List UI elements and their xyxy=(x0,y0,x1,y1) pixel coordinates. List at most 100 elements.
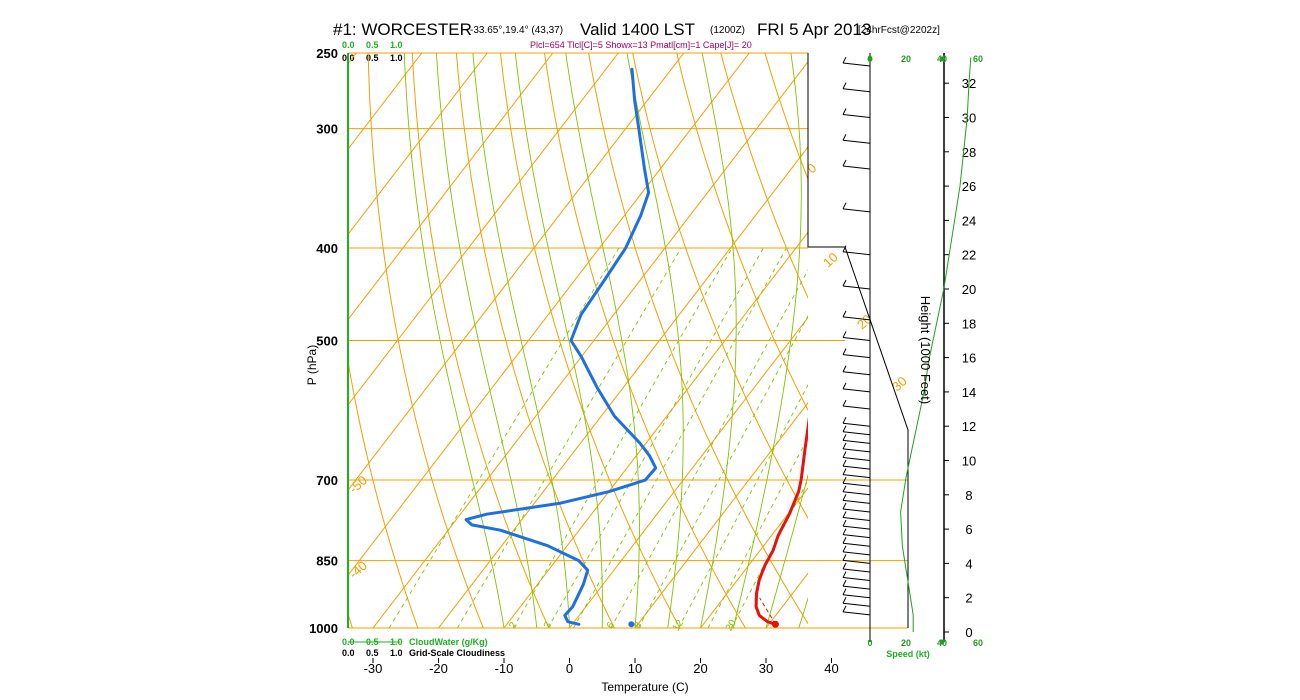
wind-barb-flag xyxy=(842,459,847,467)
wind-barb-flag xyxy=(842,159,847,167)
wind-barb-staff xyxy=(842,491,871,496)
wind-barb-flag xyxy=(842,468,847,475)
chart-title: #1: WORCESTER -33.65°,19.4° (43,37) Vali… xyxy=(333,20,940,39)
wind-barb xyxy=(842,365,871,376)
mixing-ratio-line xyxy=(388,247,620,628)
wind-barb-flag xyxy=(842,348,847,355)
wind-barb-staff xyxy=(842,316,871,321)
dry-adiabat-line xyxy=(1152,36,1300,648)
wind-barb xyxy=(842,502,871,513)
wind-barb-staff xyxy=(842,499,871,504)
wind-barb-flag xyxy=(842,382,847,390)
wind-barb-staff xyxy=(842,602,871,607)
wind-barb-flag xyxy=(842,554,847,561)
wind-barb xyxy=(842,451,871,461)
wind-barb-flag xyxy=(842,605,847,613)
cloud-top-black-1: 0.5 xyxy=(366,53,379,63)
wind-barb-staff xyxy=(842,336,871,341)
wind-barb-flag xyxy=(842,571,847,578)
height-tick-label: 0 xyxy=(965,625,972,640)
wind-barb-flag xyxy=(842,434,847,441)
wind-barb xyxy=(842,382,871,393)
speed-axis-marker-bottom xyxy=(939,639,945,645)
dry-adiabat-line xyxy=(934,36,1300,648)
isotherm-line xyxy=(634,402,808,628)
moist-adiabat-line xyxy=(626,53,684,628)
wind-barb xyxy=(842,159,871,170)
isotherm-line xyxy=(348,53,554,321)
height-tick-label: 18 xyxy=(962,316,976,331)
dry-adiabat-line xyxy=(676,53,808,412)
wind-barb xyxy=(842,528,871,539)
wind-barb-flag xyxy=(842,588,847,595)
wind-barb xyxy=(842,331,871,341)
wind-barb-staff xyxy=(842,594,871,599)
speed-axis-marker-top xyxy=(939,56,945,62)
dry-adiabat-line xyxy=(411,53,550,628)
moist-adiabat-line xyxy=(435,53,538,628)
speed-tick-label-bottom: 20 xyxy=(901,638,911,648)
wind-barb-flag xyxy=(842,502,847,510)
cloud-bottom-black-1: 0.5 xyxy=(366,648,379,658)
dry-adiabat-line xyxy=(543,53,746,628)
dry-adiabat-line xyxy=(891,36,1289,648)
wind-barb-flag xyxy=(842,331,847,338)
cloud-scale-bottom: 0.0 0.5 1.0 CloudWater (g/Kg) 0.0 0.5 1.… xyxy=(342,637,505,658)
wind-barb-flag xyxy=(842,545,847,553)
wind-barb-staff xyxy=(842,251,871,256)
dry-adiabat-line xyxy=(1109,36,1300,648)
speed-axis-marker-top xyxy=(867,56,873,62)
cloud-top-green-0: 0.0 xyxy=(342,40,355,50)
wind-barb-flag xyxy=(842,485,847,493)
mixing-ratio-line xyxy=(610,269,808,628)
dry-adiabat-line xyxy=(632,53,808,520)
height-tick-label: 24 xyxy=(962,213,976,228)
title-forecast: [24hrFcst@2202z] xyxy=(858,25,940,36)
speed-tick-label-top: 60 xyxy=(973,54,983,64)
height-tick-label: 16 xyxy=(962,351,976,366)
wind-barb-flag xyxy=(842,477,847,484)
wind-speed-profile xyxy=(900,57,972,632)
dry-adiabat-line xyxy=(1065,36,1300,648)
isotherm-label: 20 xyxy=(854,311,875,332)
speed-tick-label-top: 20 xyxy=(901,54,911,64)
wind-barb-flag xyxy=(842,108,847,115)
cloud-bottom-black-0: 0.0 xyxy=(342,648,355,658)
mixing-ratio-label: 3 xyxy=(542,620,555,631)
wind-barb-staff xyxy=(842,139,871,144)
stability-indices: Plcl=654 Tlcl[C]=5 Showx=13 Pmatl[cm]=1 … xyxy=(530,40,752,50)
wind-barb xyxy=(842,519,871,530)
pressure-tick-label: 850 xyxy=(316,554,338,569)
dry-adiabat-line xyxy=(1022,36,1300,648)
mixing-ratio-label: 20 xyxy=(724,618,739,634)
wind-barb-staff xyxy=(842,568,871,573)
wind-barb-flag xyxy=(842,537,847,544)
wind-barb xyxy=(842,494,871,504)
wind-barb xyxy=(842,245,871,256)
dry-adiabat-line xyxy=(348,358,419,628)
mixing-ratio-label: 12 xyxy=(671,618,686,634)
wind-barb-flag xyxy=(842,365,847,372)
mixing-ratio-line xyxy=(573,247,787,628)
mixing-ratio-line xyxy=(678,384,808,628)
dry-adiabat-line xyxy=(804,36,1156,648)
pressure-tick-label: 250 xyxy=(316,46,338,61)
cloud-top-black-2: 1.0 xyxy=(390,53,403,63)
parcel-path xyxy=(759,597,776,625)
mixing-ratio-line xyxy=(731,479,808,628)
x-tick-label: -10 xyxy=(495,661,514,676)
wind-barb-staff xyxy=(842,542,871,547)
wind-barb-staff xyxy=(842,482,871,487)
wind-barb xyxy=(842,468,871,479)
height-tick-label: 4 xyxy=(965,556,972,571)
cloud-top-green-2: 1.0 xyxy=(390,40,403,50)
mixing-ratio-line xyxy=(547,247,764,628)
sounding-profiles xyxy=(464,67,808,628)
wind-barb-staff xyxy=(842,354,871,359)
temperature-profile xyxy=(754,416,808,626)
mixing-ratio-line xyxy=(512,247,733,628)
isotherm-label: -50 xyxy=(346,473,370,497)
moist-adiabat-line xyxy=(403,53,505,628)
x-tick-label: 40 xyxy=(824,661,838,676)
